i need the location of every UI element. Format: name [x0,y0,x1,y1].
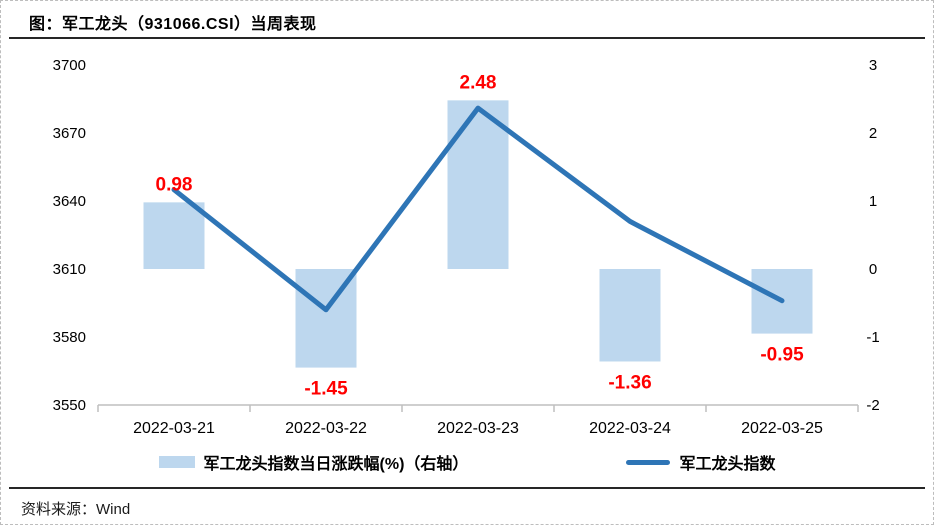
bar [143,202,205,269]
chart-title: 图：军工龙头（931066.CSI）当周表现 [29,16,317,33]
x-axis-label: 2022-03-21 [133,420,215,437]
legend-item-bar-series: 军工龙头指数当日涨跌幅(%)（右轴） [158,450,469,474]
left-axis-tick-label: 3580 [53,329,86,346]
bar-data-label: -0.95 [760,345,804,366]
bar [295,269,357,368]
bar-data-label: -1.36 [608,372,651,393]
chart-legend: 军工龙头指数当日涨跌幅(%)（右轴） 军工龙头指数 [1,449,933,475]
line-series-swatch [626,459,671,465]
x-axis-label: 2022-03-24 [589,420,671,437]
left-axis-tick-label: 3700 [53,57,86,74]
right-axis-tick-label: 2 [869,125,877,142]
bar-data-label: 2.48 [460,72,497,93]
bar-data-label: 0.98 [156,174,193,195]
bar-data-label: -1.45 [304,379,348,400]
right-axis-tick-label: 1 [869,193,877,210]
right-axis-tick-label: 3 [869,57,877,74]
left-axis-tick-label: 3670 [53,125,86,142]
legend-label-bar-series: 军工龙头指数当日涨跌幅(%)（右轴） [203,456,469,473]
line-series [171,105,785,313]
figure-header: 图：军工龙头（931066.CSI）当周表现 [9,1,925,39]
source-value: Wind [96,501,131,518]
left-axis-tick-label: 3550 [53,397,86,414]
legend-item-line-series: 军工龙头指数 [626,450,775,474]
right-axis-tick-label: 0 [869,261,877,278]
right-axis-tick-label: -1 [866,329,879,346]
right-axis-tick-label: -2 [866,397,879,414]
legend-label-line-series: 军工龙头指数 [679,456,776,473]
left-axis-tick-label: 3610 [53,261,86,278]
bar [751,269,813,334]
left-axis-tick-label: 3640 [53,193,86,210]
bar-series-swatch [158,456,195,468]
x-axis-label: 2022-03-25 [741,420,823,437]
source-note: 资料来源：Wind [9,487,925,524]
x-axis-label: 2022-03-23 [437,420,519,437]
bar [599,269,661,362]
x-axis-label: 2022-03-22 [285,420,367,437]
bar [447,100,509,269]
source-label: 资料来源： [21,501,97,518]
